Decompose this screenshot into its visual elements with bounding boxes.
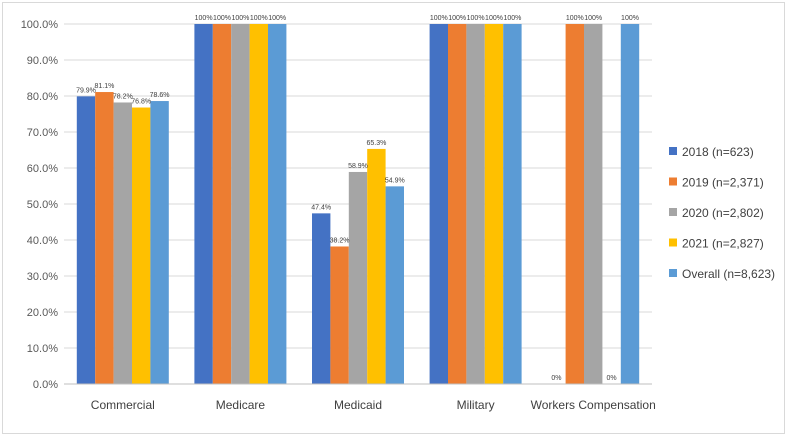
legend: 2018 (n=623) 2019 (n=2,371) 2020 (n=2,802)… bbox=[669, 145, 775, 281]
legend-swatch bbox=[669, 269, 677, 277]
data-label: 38.2% bbox=[330, 237, 350, 244]
x-category-label: Military bbox=[457, 398, 495, 412]
bar bbox=[231, 24, 250, 384]
data-label: 100% bbox=[485, 15, 503, 22]
data-label: 78.2% bbox=[113, 93, 133, 100]
x-axis: Commercial Medicare Medicaid Military Worker… bbox=[64, 383, 656, 412]
data-label: 100% bbox=[448, 15, 466, 22]
y-tick-label: 60.0% bbox=[27, 163, 58, 175]
bar bbox=[448, 24, 467, 384]
bar bbox=[268, 24, 287, 384]
bar bbox=[348, 171, 368, 384]
data-label: 100% bbox=[566, 15, 584, 22]
legend-label: 2021 (n=2,827) bbox=[682, 237, 764, 251]
x-category-label: Commercial bbox=[91, 398, 155, 412]
data-label: 81.1% bbox=[94, 83, 114, 90]
y-tick-label: 10.0% bbox=[27, 343, 58, 355]
data-label: 100% bbox=[467, 15, 485, 22]
data-label: 100% bbox=[213, 15, 231, 22]
y-tick-label: 70.0% bbox=[27, 127, 58, 139]
bar bbox=[466, 24, 485, 384]
bar bbox=[194, 24, 213, 384]
bar bbox=[95, 92, 114, 384]
bar bbox=[620, 24, 640, 384]
y-axis-tick-labels: 0.0% 10.0% 20.0% 30.0% 40.0% 50.0% 60.0% 70.0% 8… bbox=[21, 19, 59, 391]
data-label: 100% bbox=[430, 15, 448, 22]
legend-label: Overall (n=8,623) bbox=[682, 267, 775, 281]
y-tick-label: 100.0% bbox=[21, 19, 59, 31]
bar bbox=[503, 24, 522, 384]
bar bbox=[385, 186, 404, 384]
y-tick-label: 30.0% bbox=[27, 271, 58, 283]
x-category-label: Medicare bbox=[216, 398, 266, 412]
bar bbox=[330, 246, 349, 384]
data-label: 100% bbox=[584, 15, 602, 22]
y-tick-label: 50.0% bbox=[27, 199, 58, 211]
bar bbox=[484, 24, 504, 384]
data-label: 78.6% bbox=[150, 92, 170, 99]
data-label: 100% bbox=[231, 15, 249, 22]
bar bbox=[76, 96, 96, 385]
data-label: 100% bbox=[621, 15, 639, 22]
y-tick-label: 80.0% bbox=[27, 91, 58, 103]
legend-label: 2019 (n=2,371) bbox=[682, 176, 764, 190]
legend-swatch bbox=[669, 177, 677, 186]
data-label: 65.3% bbox=[366, 140, 386, 147]
legend-swatch bbox=[669, 147, 677, 155]
bar bbox=[565, 24, 584, 384]
data-label: 54.9% bbox=[385, 177, 405, 184]
bar bbox=[212, 24, 232, 384]
bar bbox=[113, 102, 132, 384]
data-label: 100% bbox=[503, 15, 521, 22]
x-category-label: Workers Compensation bbox=[531, 398, 656, 412]
data-label: 0% bbox=[607, 375, 617, 382]
y-tick-label: 40.0% bbox=[27, 235, 58, 247]
bar bbox=[367, 148, 386, 384]
data-label: 79.9% bbox=[76, 87, 96, 94]
y-tick-label: 90.0% bbox=[27, 55, 58, 67]
legend-swatch bbox=[669, 238, 677, 247]
data-label: 58.9% bbox=[348, 163, 368, 170]
bars bbox=[76, 24, 640, 385]
chart-frame bbox=[2, 2, 785, 434]
legend-label: 2020 (n=2,802) bbox=[682, 206, 764, 220]
data-label: 100% bbox=[250, 15, 268, 22]
bar bbox=[249, 24, 268, 384]
x-category-label: Medicaid bbox=[334, 398, 382, 412]
data-labels: 79.9%81.1%78.2%76.8%78.6%100% 100% 100% 100… bbox=[76, 15, 639, 382]
y-tick-label: 20.0% bbox=[27, 307, 58, 319]
legend-swatch bbox=[669, 208, 677, 216]
data-label: 0% bbox=[551, 375, 561, 382]
data-label: 47.4% bbox=[311, 204, 331, 211]
data-label: 100% bbox=[268, 15, 286, 22]
bar bbox=[584, 24, 603, 384]
data-label: 76.8% bbox=[131, 99, 151, 106]
legend-label: 2018 (n=623) bbox=[682, 145, 754, 159]
data-label: 100% bbox=[195, 15, 213, 22]
bar bbox=[429, 24, 448, 384]
bar bbox=[132, 107, 151, 385]
bar bbox=[150, 101, 169, 384]
y-tick-label: 0.0% bbox=[33, 379, 58, 391]
bar bbox=[312, 213, 331, 384]
